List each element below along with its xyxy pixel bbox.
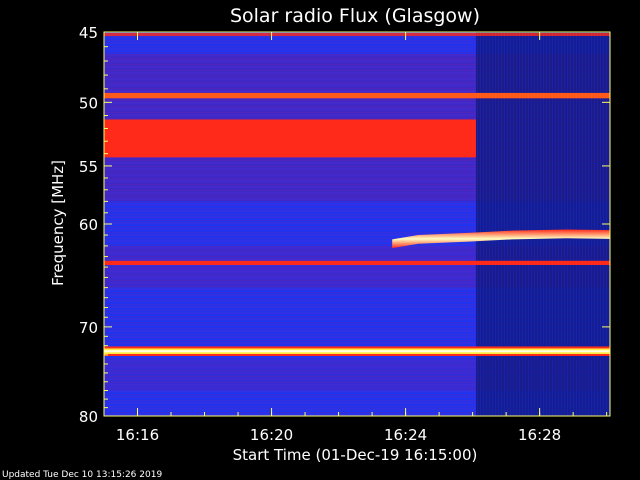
band-band-63-6 <box>104 260 610 265</box>
y-tick-label: 80 <box>79 408 98 426</box>
x-tick-label: 16:20 <box>250 426 293 444</box>
dim-region-texture <box>475 32 610 416</box>
y-tick-label: 70 <box>79 319 98 337</box>
band-burst-60-61 <box>392 229 610 249</box>
y-tick-label: 45 <box>79 24 98 42</box>
emission-bands <box>104 92 610 356</box>
band-band-49-5 <box>104 92 610 99</box>
x-axis-ticks: 16:16 16:20 16:24 16:28 <box>103 32 608 444</box>
band-band-51-54 <box>104 119 476 158</box>
y-tick-label: 55 <box>79 158 98 176</box>
y-axis-ticks: 45 50 55 60 70 80 <box>79 24 610 426</box>
x-axis-label: Start Time (01-Dec-19 16:15:00) <box>233 446 478 464</box>
burst-body <box>392 229 610 249</box>
top-edge-band <box>104 33 610 36</box>
plot-background <box>104 32 610 416</box>
chart-title: Solar radio Flux (Glasgow) <box>230 5 480 27</box>
x-tick-label: 16:16 <box>116 426 159 444</box>
band-band-72-6-core <box>104 350 610 353</box>
y-tick-label: 50 <box>79 94 98 112</box>
updated-timestamp: Updated Tue Dec 10 13:15:26 2019 <box>2 470 162 480</box>
x-tick-label: 16:24 <box>384 426 427 444</box>
y-tick-label: 60 <box>79 216 98 234</box>
x-tick-label: 16:28 <box>518 426 561 444</box>
y-axis-label: Frequency [MHz] <box>49 160 67 286</box>
